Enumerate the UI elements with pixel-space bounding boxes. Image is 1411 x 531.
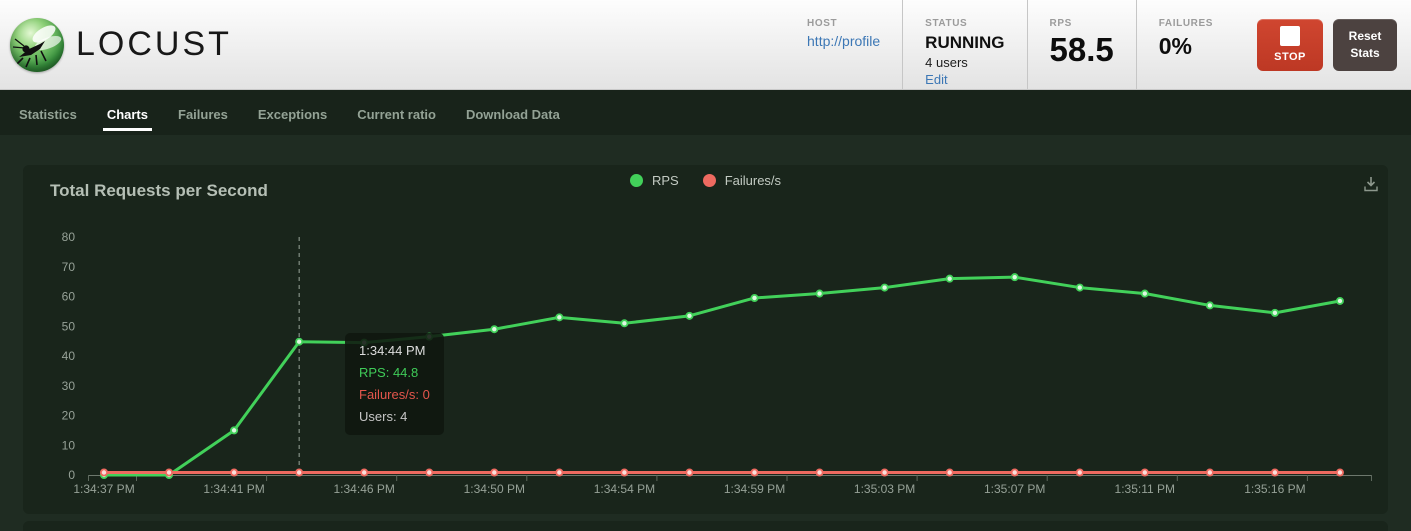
svg-text:1:34:50 PM: 1:34:50 PM (464, 482, 525, 496)
stop-icon (1280, 26, 1300, 46)
rps-series (100, 273, 1344, 479)
svg-text:50: 50 (62, 319, 76, 333)
host-label: HOST (807, 18, 838, 29)
tab-failures[interactable]: Failures (178, 107, 228, 122)
svg-text:20: 20 (62, 409, 76, 423)
download-chart-icon[interactable] (1361, 174, 1381, 194)
app-logo: LOCUST (10, 17, 232, 72)
header-metrics: HOST http://profile STATUS RUNNING 4 use… (785, 0, 1397, 89)
header-buttons: STOP Reset Stats (1257, 0, 1397, 89)
edit-users-link[interactable]: Edit (925, 72, 948, 88)
rps-value: 58.5 (1049, 31, 1114, 68)
failures-label: FAILURES (1158, 18, 1213, 29)
svg-text:80: 80 (62, 230, 76, 244)
failures-series (100, 468, 1344, 477)
next-chart-panel-edge (23, 521, 1388, 531)
svg-text:1:34:59 PM: 1:34:59 PM (724, 482, 785, 496)
status-users: 4 users (925, 55, 968, 71)
failures-value: 0% (1158, 33, 1192, 59)
tab-exceptions[interactable]: Exceptions (257, 107, 328, 122)
failures-legend-dot-icon (702, 174, 716, 187)
tab-charts[interactable]: Charts (92, 107, 163, 135)
svg-text:1:34:46 PM: 1:34:46 PM (334, 482, 395, 496)
chart-title: Total Requests per Second (50, 181, 268, 200)
locust-logo-icon (10, 17, 64, 72)
host-link[interactable]: http://profile (807, 33, 881, 49)
status-metric: STATUS RUNNING 4 users Edit (902, 0, 1026, 89)
rps-legend-label: RPS (651, 173, 679, 188)
svg-text:1:34:54 PM: 1:34:54 PM (594, 482, 655, 496)
rps-chart-svg[interactable]: 0 10 20 30 40 50 60 70 80 1:34:37 PM 1:34:41 PM 1:3… (23, 165, 1388, 514)
app-header: LOCUST HOST http://profile STATUS RUNNIN… (0, 0, 1411, 90)
svg-text:70: 70 (62, 260, 76, 274)
svg-text:30: 30 (62, 379, 76, 393)
stop-button[interactable]: STOP (1257, 18, 1323, 71)
svg-text:10: 10 (62, 438, 76, 452)
svg-text:1:35:07 PM: 1:35:07 PM (984, 482, 1045, 496)
legend-item-failures[interactable]: Failures/s (702, 173, 782, 188)
legend-item-rps[interactable]: RPS (629, 173, 679, 188)
logo-text: LOCUST (76, 25, 232, 63)
svg-text:60: 60 (62, 290, 76, 304)
reset-stats-button[interactable]: Reset Stats (1333, 18, 1397, 71)
svg-text:1:35:11 PM: 1:35:11 PM (1115, 482, 1175, 496)
rps-legend-dot-icon (629, 174, 643, 187)
failures-metric: FAILURES 0% (1135, 0, 1235, 89)
chart-legend: RPS Failures/s (23, 173, 1388, 188)
rps-metric: RPS 58.5 (1026, 0, 1136, 89)
status-label: STATUS (925, 18, 968, 29)
failures-legend-label: Failures/s (724, 173, 782, 188)
host-metric: HOST http://profile (785, 0, 902, 89)
svg-text:1:34:41 PM: 1:34:41 PM (203, 482, 264, 496)
svg-text:1:34:37 PM: 1:34:37 PM (73, 482, 134, 496)
charts-page: Total Requests per Second RPS Failures/s… (0, 135, 1411, 531)
main-nav: Statistics Charts Failures Exceptions Cu… (0, 90, 1411, 135)
tab-download-data[interactable]: Download Data (465, 107, 560, 122)
chart-panel: Total Requests per Second RPS Failures/s… (23, 165, 1388, 514)
tab-current-ratio[interactable]: Current ratio (357, 107, 436, 122)
svg-text:40: 40 (62, 349, 76, 363)
svg-text:1:35:16 PM: 1:35:16 PM (1244, 482, 1305, 496)
status-value: RUNNING (925, 33, 1005, 52)
rps-label: RPS (1049, 18, 1072, 29)
tab-statistics[interactable]: Statistics (19, 107, 77, 122)
stop-button-label: STOP (1274, 51, 1306, 63)
svg-text:1:35:03 PM: 1:35:03 PM (854, 482, 915, 496)
svg-text:0: 0 (68, 468, 75, 482)
